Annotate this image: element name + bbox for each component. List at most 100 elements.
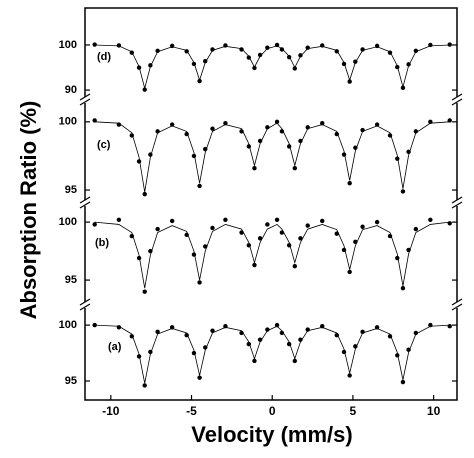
fit-line	[94, 121, 450, 193]
data-point	[320, 120, 325, 126]
data-point	[292, 358, 298, 364]
data-point	[210, 47, 215, 52]
y-tick-label: 100	[59, 319, 77, 331]
data-point	[252, 166, 257, 171]
data-point	[92, 42, 97, 47]
data-point	[428, 217, 433, 223]
data-point	[155, 48, 160, 54]
axis-break-gap	[81, 200, 89, 206]
data-point	[413, 330, 419, 336]
data-point	[274, 322, 280, 328]
data-point	[447, 324, 452, 329]
data-point	[136, 159, 142, 164]
axis-break	[451, 98, 463, 106]
data-point	[395, 255, 400, 261]
data-point	[252, 262, 257, 268]
data-point	[374, 219, 380, 225]
data-point	[169, 218, 175, 224]
data-point	[116, 217, 122, 223]
y-tick-label: 100	[59, 116, 77, 128]
panel-label: (a)	[108, 341, 122, 353]
data-point	[374, 122, 380, 127]
y-axis-label: Absorption Ratio (%)	[16, 101, 41, 320]
data-point	[142, 289, 147, 294]
x-tick-label: 5	[350, 404, 357, 418]
axis-break	[451, 303, 463, 311]
data-point	[360, 224, 365, 229]
axis-break	[451, 196, 463, 204]
data-point	[252, 65, 257, 71]
data-point	[292, 166, 298, 171]
data-point	[265, 327, 270, 332]
axis-break	[79, 303, 91, 311]
data-point	[413, 226, 419, 232]
x-tick-label: -5	[186, 404, 197, 418]
panel-label: (d)	[97, 51, 111, 63]
fit-line	[94, 44, 450, 90]
axis-break	[79, 98, 91, 106]
y-tick-label: 95	[65, 184, 77, 196]
data-point	[142, 191, 147, 197]
data-point	[305, 45, 310, 50]
data-point	[347, 373, 352, 378]
data-point	[239, 47, 244, 52]
data-point	[210, 126, 215, 131]
data-point	[223, 217, 228, 223]
data-point	[447, 42, 452, 47]
data-point	[347, 181, 352, 186]
data-point	[292, 263, 298, 269]
x-tick-label: 0	[269, 404, 276, 418]
fit-line	[94, 324, 450, 384]
data-point	[169, 122, 175, 127]
y-tick-label: 90	[65, 84, 77, 96]
data-point	[265, 222, 270, 227]
axis-break	[451, 93, 463, 101]
x-axis-label: Velocity (mm/s)	[191, 422, 352, 447]
y-tick-label: 95	[65, 274, 77, 286]
data-point	[257, 236, 263, 241]
data-point	[406, 347, 411, 352]
data-point	[298, 236, 303, 241]
data-point	[92, 222, 97, 227]
data-point	[136, 255, 142, 261]
x-tick-label: 10	[427, 404, 441, 418]
data-point	[320, 218, 325, 224]
axis-break-gap	[81, 97, 89, 103]
data-point	[292, 66, 298, 71]
data-point	[347, 79, 352, 84]
x-tick-label: -10	[102, 404, 120, 418]
data-point	[136, 354, 142, 359]
axis-break	[79, 196, 91, 204]
data-point	[400, 285, 406, 291]
panel-label: (c)	[97, 139, 111, 151]
y-tick-label: 95	[65, 375, 77, 387]
data-point	[155, 329, 160, 335]
axis-break	[451, 201, 463, 209]
data-point	[400, 189, 406, 194]
axis-break	[79, 93, 91, 101]
data-point	[197, 375, 202, 380]
data-point	[400, 379, 406, 385]
data-point	[142, 383, 147, 388]
data-point	[360, 47, 365, 52]
panel-label: (b)	[95, 237, 109, 249]
data-point	[298, 53, 303, 58]
data-point	[447, 221, 452, 226]
data-point	[305, 223, 310, 228]
data-point	[210, 225, 215, 231]
data-point	[265, 45, 270, 50]
data-point	[210, 328, 215, 333]
data-point	[197, 280, 202, 285]
axis-break	[79, 201, 91, 209]
data-point	[257, 52, 263, 58]
data-point	[347, 269, 352, 275]
y-tick-label: 100	[59, 216, 77, 228]
axis-break-gap	[453, 302, 461, 308]
axis-break-gap	[453, 97, 461, 103]
data-point	[223, 120, 228, 126]
data-point	[155, 226, 160, 232]
data-point	[197, 183, 202, 189]
data-point	[252, 358, 257, 364]
